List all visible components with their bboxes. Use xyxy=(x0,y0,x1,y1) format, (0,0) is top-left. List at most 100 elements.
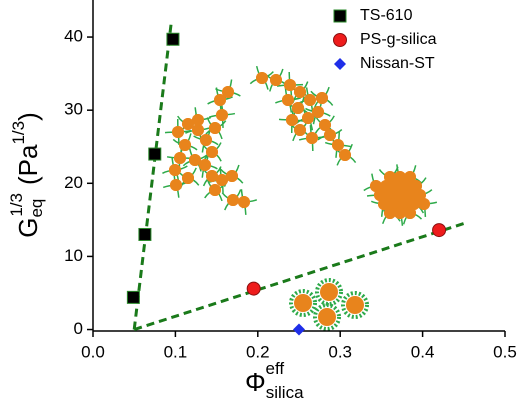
shell xyxy=(341,291,369,319)
legend-marker xyxy=(334,58,346,70)
particle xyxy=(172,126,184,138)
x-tick-label: 0.2 xyxy=(246,342,270,361)
y-label-main: G xyxy=(13,218,43,238)
particle xyxy=(374,189,386,201)
particle xyxy=(312,106,324,118)
particle xyxy=(189,154,201,166)
x-tick-label: 0.5 xyxy=(493,342,517,361)
particle xyxy=(174,152,186,164)
x-tick-label: 0.3 xyxy=(328,342,352,361)
particle xyxy=(418,198,430,210)
point xyxy=(432,223,447,238)
legend-label: Nissan-ST xyxy=(360,55,435,72)
particle xyxy=(216,174,228,186)
particle xyxy=(319,119,331,131)
particle xyxy=(390,180,402,192)
particle xyxy=(370,180,382,192)
particle xyxy=(398,198,410,210)
particle xyxy=(238,196,250,208)
y-label-sup: 1/3 xyxy=(7,193,26,217)
shell xyxy=(315,278,343,306)
particle xyxy=(206,170,218,182)
particle xyxy=(206,146,218,158)
particle xyxy=(294,86,306,98)
particle xyxy=(192,114,204,126)
particle xyxy=(388,198,400,210)
particle xyxy=(346,296,364,314)
particle xyxy=(318,308,336,326)
y-tick-label: 20 xyxy=(64,173,83,192)
particle xyxy=(324,129,336,141)
particle xyxy=(170,179,182,191)
particle xyxy=(306,132,318,144)
particle xyxy=(256,72,268,84)
particle xyxy=(400,180,412,192)
particle xyxy=(294,294,312,312)
particle xyxy=(414,189,426,201)
point xyxy=(246,281,261,296)
x-label-sub: silica xyxy=(266,383,304,402)
shell xyxy=(313,303,341,331)
x-tick-label: 0.1 xyxy=(164,342,188,361)
particle xyxy=(339,149,351,161)
legend-marker xyxy=(333,33,347,47)
x-axis-label: Φsilica eff xyxy=(245,359,304,402)
particle xyxy=(179,139,191,151)
particle xyxy=(214,94,226,106)
particle xyxy=(182,172,194,184)
particle xyxy=(384,171,396,183)
y-tick-label: 10 xyxy=(64,246,83,265)
particle xyxy=(378,198,390,210)
particle xyxy=(286,114,298,126)
particle xyxy=(200,134,212,146)
illustrations xyxy=(162,65,438,331)
particle xyxy=(292,102,304,114)
particle xyxy=(282,94,294,106)
particle xyxy=(284,79,296,91)
point xyxy=(138,227,152,241)
particle xyxy=(227,194,239,206)
particle xyxy=(294,124,306,136)
particle xyxy=(332,139,344,151)
fit-line xyxy=(132,22,173,330)
particle xyxy=(408,198,420,210)
particle xyxy=(222,86,234,98)
y-tick-label: 40 xyxy=(64,27,83,46)
x-tick-label: 0.4 xyxy=(411,342,435,361)
x-tick-label: 0.0 xyxy=(81,342,105,361)
y-label-unit: (Pa xyxy=(13,144,43,185)
particle xyxy=(394,171,406,183)
point xyxy=(126,290,140,304)
x-label-sup: eff xyxy=(266,359,285,378)
point xyxy=(293,323,305,336)
particle xyxy=(404,171,416,183)
particle xyxy=(304,94,316,106)
particle xyxy=(216,109,228,121)
legend-label: TS-610 xyxy=(360,7,413,24)
particle xyxy=(169,164,181,176)
particle xyxy=(182,118,194,130)
particle xyxy=(384,207,396,219)
legend-label: PS-g-silica xyxy=(360,31,437,48)
legend-marker xyxy=(333,9,347,23)
x-label-main: Φ xyxy=(245,367,266,397)
particle xyxy=(394,207,406,219)
point xyxy=(148,147,162,161)
particle xyxy=(410,180,422,192)
particle xyxy=(316,92,328,104)
particle xyxy=(199,159,211,171)
point xyxy=(166,32,180,46)
y-tick-label: 30 xyxy=(64,100,83,119)
particle xyxy=(320,283,338,301)
particle xyxy=(380,180,392,192)
particle xyxy=(209,184,221,196)
shell xyxy=(289,289,317,317)
particle xyxy=(384,189,396,201)
y-label-sub: eq xyxy=(27,199,46,218)
particle xyxy=(226,170,238,182)
y-label-close: ) xyxy=(13,112,43,121)
y-axis-label: Geq1/3(Pa1/3) xyxy=(7,112,46,238)
particle xyxy=(404,207,416,219)
y-tick-label: 0 xyxy=(74,319,83,338)
